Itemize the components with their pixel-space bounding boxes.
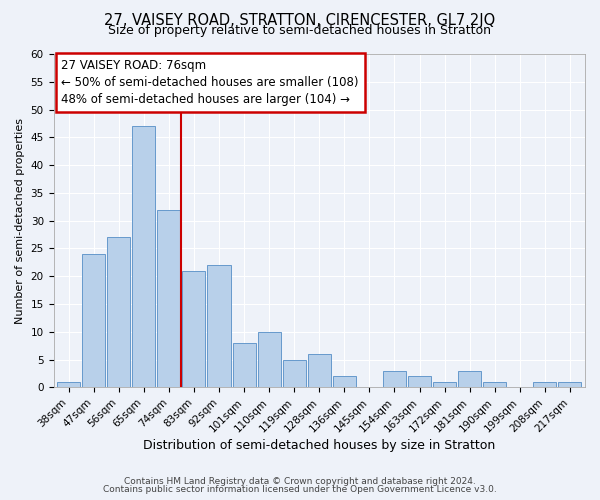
Bar: [57, 382, 80, 388]
Bar: [82, 254, 105, 388]
Bar: [157, 210, 181, 388]
Bar: [257, 332, 281, 388]
Bar: [458, 370, 481, 388]
Text: 27, VAISEY ROAD, STRATTON, CIRENCESTER, GL7 2JQ: 27, VAISEY ROAD, STRATTON, CIRENCESTER, …: [104, 12, 496, 28]
Text: Size of property relative to semi-detached houses in Stratton: Size of property relative to semi-detach…: [109, 24, 491, 37]
Bar: [132, 126, 155, 388]
Text: Contains HM Land Registry data © Crown copyright and database right 2024.: Contains HM Land Registry data © Crown c…: [124, 477, 476, 486]
Bar: [408, 376, 431, 388]
Bar: [433, 382, 456, 388]
Bar: [533, 382, 556, 388]
Text: Contains public sector information licensed under the Open Government Licence v3: Contains public sector information licen…: [103, 485, 497, 494]
Bar: [559, 382, 581, 388]
X-axis label: Distribution of semi-detached houses by size in Stratton: Distribution of semi-detached houses by …: [143, 440, 496, 452]
Bar: [233, 343, 256, 388]
Bar: [308, 354, 331, 388]
Bar: [208, 265, 230, 388]
Bar: [283, 360, 306, 388]
Y-axis label: Number of semi-detached properties: Number of semi-detached properties: [15, 118, 25, 324]
Bar: [107, 238, 130, 388]
Bar: [182, 270, 205, 388]
Bar: [483, 382, 506, 388]
Bar: [333, 376, 356, 388]
Text: 27 VAISEY ROAD: 76sqm
← 50% of semi-detached houses are smaller (108)
48% of sem: 27 VAISEY ROAD: 76sqm ← 50% of semi-deta…: [61, 59, 359, 106]
Bar: [383, 370, 406, 388]
